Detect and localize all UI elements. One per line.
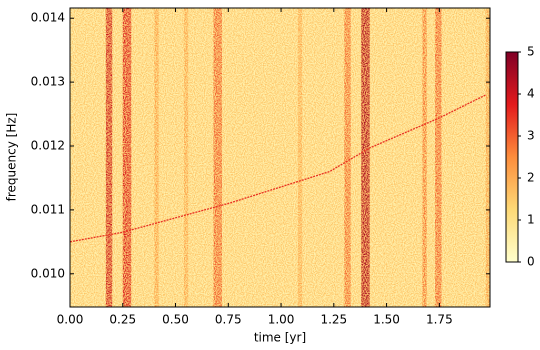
- x-tick-label: 1.75: [426, 313, 453, 327]
- x-tick-label: 0.25: [109, 313, 136, 327]
- x-tick-label: 1.50: [373, 313, 400, 327]
- colorbar-tick-label: 3: [527, 129, 535, 143]
- band-noise: [122, 8, 132, 307]
- colorbar-tick-label: 5: [527, 45, 535, 59]
- x-axis-label: time [yr]: [254, 331, 306, 345]
- band-noise: [361, 8, 370, 307]
- y-tick-label: 0.012: [31, 139, 65, 153]
- colorbar-tick-label: 2: [527, 171, 535, 185]
- y-tick-label: 0.011: [31, 202, 65, 216]
- colorbar-tick-label: 1: [527, 213, 535, 227]
- band-noise: [213, 8, 222, 307]
- plot-frame: [69, 7, 491, 308]
- y-tick-label: 0.014: [31, 11, 65, 25]
- colorbar-tick-label: 0: [527, 255, 535, 269]
- band-noise: [105, 8, 113, 307]
- colorbar-tick-label: 4: [527, 87, 535, 101]
- band-noise: [297, 8, 303, 307]
- band-noise: [183, 8, 189, 307]
- heatmap-noise: [70, 8, 490, 307]
- x-tick-label: 1.00: [268, 313, 295, 327]
- colorbar: [505, 51, 519, 263]
- x-tick-label: 0.00: [57, 313, 84, 327]
- band-noise: [344, 8, 351, 307]
- y-axis-label: frequency [Hz]: [5, 113, 19, 202]
- band-noise: [485, 8, 490, 307]
- x-tick-label: 1.25: [320, 313, 347, 327]
- signal-track: [70, 94, 487, 243]
- band-noise: [435, 8, 442, 307]
- band-noise: [422, 8, 427, 307]
- y-tick-label: 0.010: [31, 266, 65, 280]
- x-tick-label: 0.75: [215, 313, 242, 327]
- band-noise: [154, 8, 159, 307]
- x-tick-label: 0.50: [162, 313, 189, 327]
- heatmap: [70, 8, 490, 307]
- y-tick-label: 0.013: [31, 75, 65, 89]
